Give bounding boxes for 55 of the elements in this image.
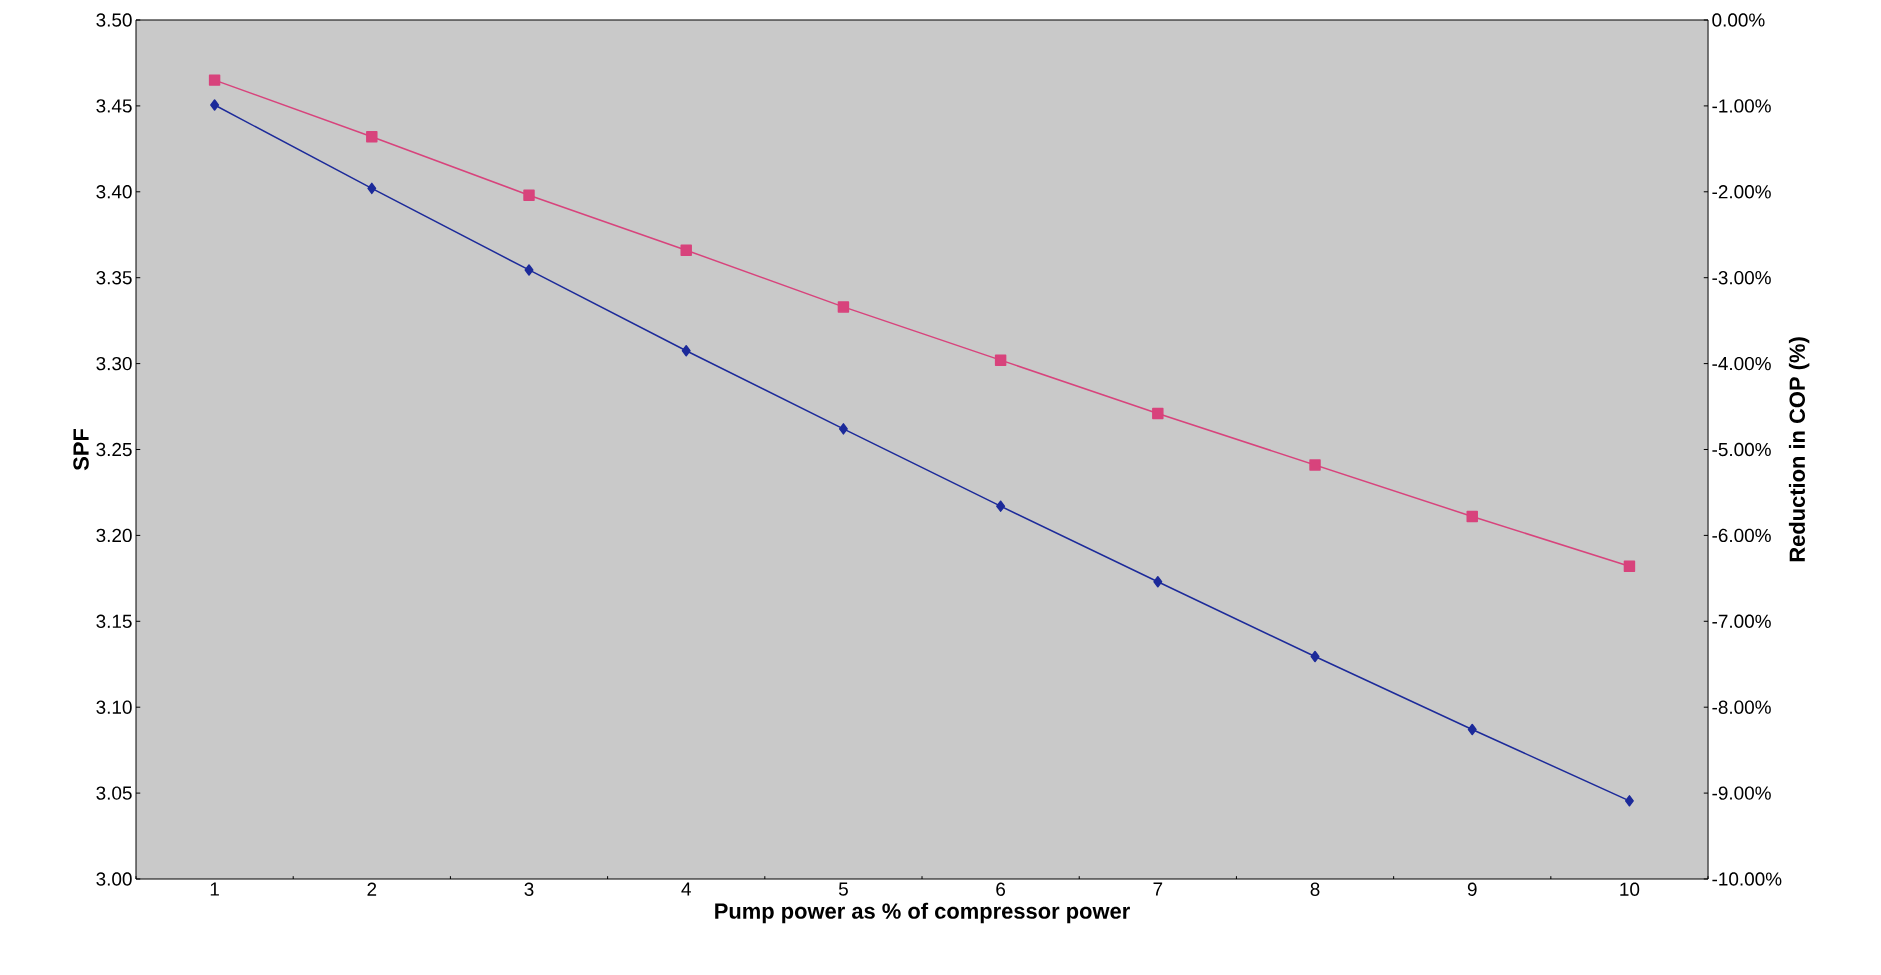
y-tick-label: 3.00	[96, 872, 132, 886]
y-tick-label: 3.50	[96, 13, 132, 27]
y-tick-label: 3.45	[96, 99, 132, 113]
point	[1310, 650, 1320, 663]
point	[838, 423, 848, 435]
point	[366, 131, 378, 143]
x-tick-label: 8	[1310, 882, 1320, 896]
point	[681, 344, 691, 357]
x-tick-label: 3	[524, 882, 534, 896]
y2-tick-label: -6.00%	[1712, 528, 1771, 543]
x-tick-label: 7	[1153, 882, 1163, 896]
y-axis-title: SPF	[73, 428, 89, 471]
x-tick-label: 10	[1620, 882, 1640, 896]
point	[208, 74, 221, 86]
y2-tick-label: 0.00%	[1712, 13, 1765, 27]
x-tick-label: 1	[210, 882, 219, 896]
point	[680, 244, 692, 256]
y2-tick-label: -10.00%	[1712, 872, 1782, 886]
x-tick-label: 2	[367, 882, 377, 896]
x-tick-label: 5	[838, 882, 848, 896]
point	[524, 264, 534, 276]
y2-tick-label: -2.00%	[1712, 185, 1771, 199]
y2-tick-label: -1.00%	[1712, 99, 1771, 113]
x-tick-label: 4	[681, 882, 691, 896]
y-tick-label: 3.15	[96, 614, 132, 628]
point	[367, 182, 377, 195]
y2-tick-label: -9.00%	[1712, 786, 1771, 800]
y-tick-label: 3.05	[96, 786, 132, 800]
y2-tick-label: -4.00%	[1712, 356, 1771, 371]
y2-tick-label: -8.00%	[1712, 700, 1771, 714]
point	[210, 99, 220, 111]
point	[994, 354, 1007, 366]
point	[996, 500, 1006, 512]
point	[1309, 459, 1321, 471]
y-tick-label: 3.40	[96, 185, 132, 199]
y2-axis-title: Reduction in COP (%)	[1788, 337, 1810, 562]
y-tick-label: 3.25	[96, 442, 132, 457]
point	[1152, 407, 1164, 420]
point	[523, 189, 535, 201]
y2-tick-label: -7.00%	[1712, 614, 1771, 628]
y-tick-label: 3.30	[96, 356, 132, 371]
y2-tick-label: -5.00%	[1712, 442, 1771, 457]
x-tick-label: 6	[996, 882, 1006, 896]
y-tick-label: 3.20	[96, 528, 132, 543]
y-tick-label: 3.35	[96, 270, 132, 285]
point	[1467, 723, 1477, 736]
y2-tick-label: -3.00%	[1712, 270, 1771, 285]
y-tick-label: 3.10	[96, 700, 132, 714]
point	[837, 301, 850, 313]
x-axis-title: Pump power as % of compressor power	[715, 902, 1130, 924]
point	[1153, 576, 1163, 588]
point	[1466, 510, 1478, 523]
x-tick-label: 9	[1467, 882, 1477, 896]
point	[1623, 560, 1636, 573]
point	[1624, 795, 1634, 807]
